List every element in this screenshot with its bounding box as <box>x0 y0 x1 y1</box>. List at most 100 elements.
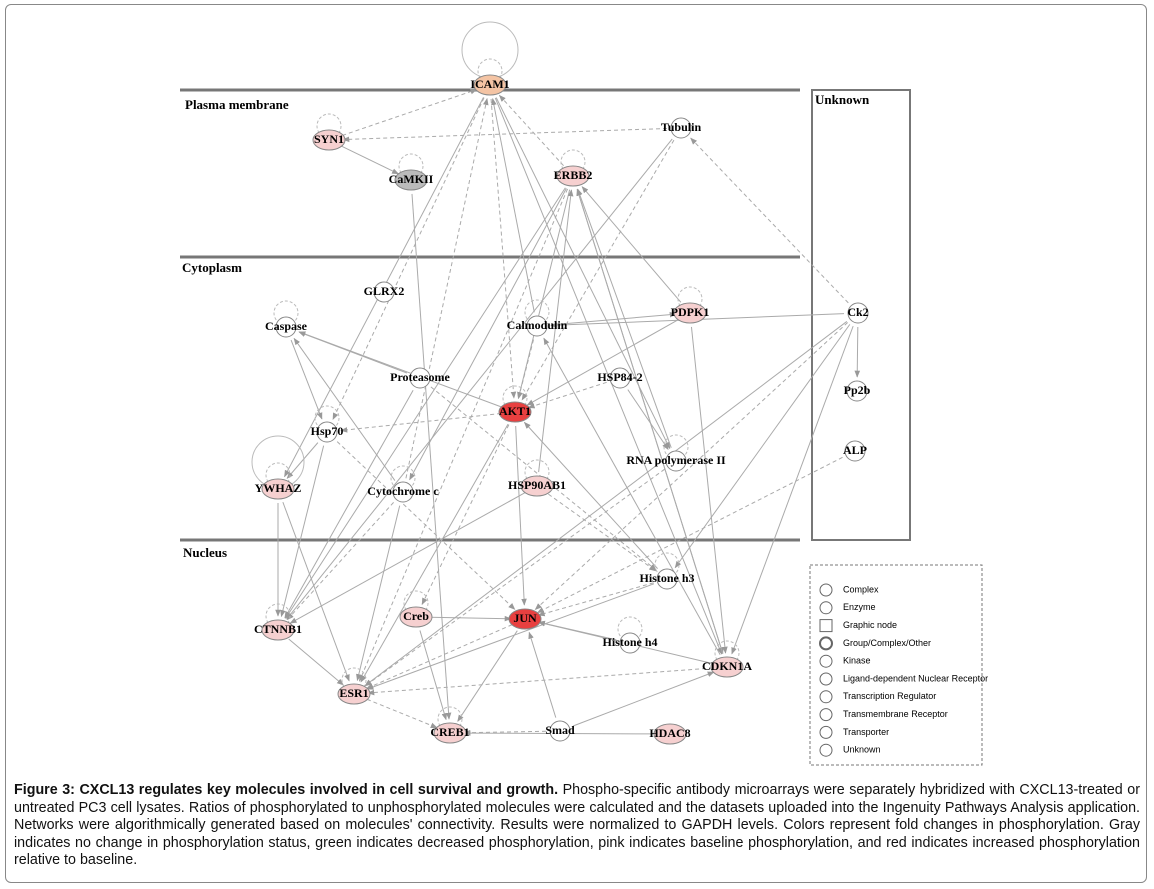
legend-icon <box>819 725 833 739</box>
legend-label: Ligand-dependent Nuclear Receptor <box>843 673 988 683</box>
edge <box>521 139 675 401</box>
node-shape <box>508 608 542 630</box>
compartment-label: Nucleus <box>183 545 227 560</box>
edge <box>340 412 502 433</box>
edge <box>366 698 438 729</box>
legend-label: Transporter <box>843 727 889 737</box>
edge <box>491 98 535 313</box>
edge <box>543 337 721 656</box>
node-label: CDKN1A <box>702 659 752 673</box>
edge <box>572 671 715 727</box>
legend-icon <box>819 636 833 651</box>
edge <box>367 667 714 696</box>
node-shape <box>261 478 295 500</box>
caption-title: Figure 3: CXCL13 regulates key molecules… <box>14 782 559 798</box>
legend-icon <box>819 672 833 686</box>
legend-icon <box>819 619 833 633</box>
edge <box>429 615 512 622</box>
node-label: AKT1 <box>499 404 531 418</box>
edge <box>537 620 617 641</box>
node-shape <box>526 315 548 337</box>
node-label: Calmodulin <box>507 318 568 332</box>
node-shape <box>312 129 346 151</box>
edge <box>731 325 854 655</box>
node-shape <box>392 481 414 503</box>
self-loop <box>560 149 586 175</box>
edge <box>342 88 478 136</box>
node-shape <box>619 632 641 654</box>
edge <box>285 187 566 619</box>
node-label: GLRX2 <box>364 284 405 298</box>
edge <box>690 137 849 304</box>
legend-icon <box>819 654 833 668</box>
self-loop <box>714 640 740 666</box>
legend-label: Complex <box>843 584 879 594</box>
self-loop <box>663 434 689 460</box>
legend-label: Enzyme <box>843 602 876 612</box>
edge <box>336 441 516 610</box>
compartment-label: Cytoplasm <box>182 260 242 275</box>
edge <box>419 630 447 721</box>
edge <box>498 94 564 166</box>
edge <box>526 319 679 406</box>
edge <box>548 493 657 572</box>
compartment-label: Plasma membrane <box>185 97 289 112</box>
self-loop <box>398 153 424 179</box>
node-shape <box>433 722 467 744</box>
self-loop <box>677 286 703 312</box>
node-label: Creb <box>403 609 429 623</box>
node-label: CREB1 <box>430 725 469 739</box>
edge <box>463 729 547 736</box>
self-loop <box>316 113 342 139</box>
edge <box>534 322 849 611</box>
node-shape <box>656 568 678 590</box>
legend-icon <box>819 601 833 615</box>
compartment-label: Unknown <box>815 92 870 107</box>
node-shape <box>844 440 866 462</box>
edge <box>577 188 672 449</box>
edge <box>581 186 682 303</box>
edge <box>366 583 655 690</box>
node-label: ESR1 <box>339 686 368 700</box>
edge <box>364 468 665 687</box>
node-shape <box>337 683 371 705</box>
edge <box>854 326 861 378</box>
edge <box>298 331 408 374</box>
self-loop <box>654 552 680 578</box>
node-label: SYN1 <box>314 132 344 146</box>
legend-icon <box>819 583 833 597</box>
edge <box>517 339 535 400</box>
self-loop <box>461 21 519 79</box>
edge <box>536 456 843 614</box>
edge <box>409 188 567 481</box>
edge <box>528 631 557 718</box>
node-shape <box>549 720 571 742</box>
node-label: JUN <box>513 611 537 625</box>
edge <box>284 389 414 619</box>
node-shape <box>275 316 297 338</box>
self-loop <box>477 58 503 84</box>
node-label: HSP90AB1 <box>508 478 566 492</box>
caption-text: Phospho-specific antibody microarrays we… <box>14 782 1140 868</box>
node-label: Ck2 <box>847 305 868 319</box>
legend-label: Unknown <box>843 745 881 755</box>
node-label: Smad <box>545 723 575 737</box>
edge <box>342 127 668 143</box>
node-shape <box>556 165 590 187</box>
edge <box>690 326 728 654</box>
node-shape <box>520 475 554 497</box>
legend-icon <box>819 708 833 722</box>
edge <box>495 97 671 450</box>
node-label: Histone h4 <box>602 635 657 649</box>
legend-label: Graphic node <box>843 620 897 630</box>
network-diagram: Plasma membrane Cytoplasm Nucleus Unknow… <box>180 21 988 766</box>
node-label: YWHAZ <box>255 481 302 495</box>
node-label: HSP84-2 <box>597 370 642 384</box>
edge <box>364 321 848 686</box>
legend-label: Group/Complex/Other <box>843 638 931 648</box>
node-label: Caspase <box>265 319 308 333</box>
self-loop <box>617 616 643 642</box>
node-label: Hsp70 <box>311 424 344 438</box>
edge <box>411 193 452 720</box>
